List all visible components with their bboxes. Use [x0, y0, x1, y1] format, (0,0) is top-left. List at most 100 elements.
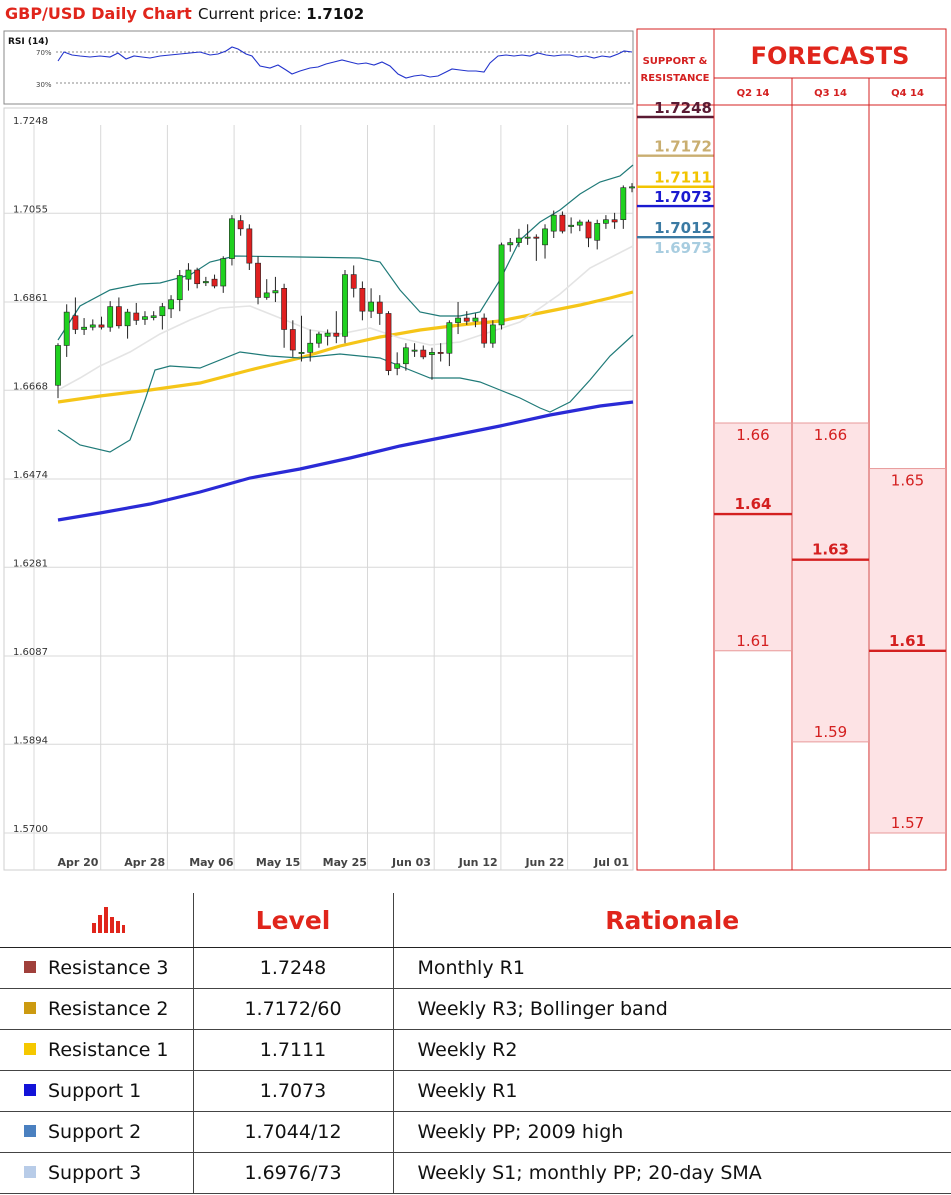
candle-body — [489, 324, 496, 344]
rsi-panel: RSI (14) 70% 30% — [3, 30, 634, 105]
chart-title: GBP/USD Daily Chart — [5, 4, 192, 23]
forecast-range-box — [714, 422, 792, 652]
sma-100-line — [57, 290, 634, 404]
candle-body — [281, 288, 288, 330]
candle-body — [107, 306, 114, 328]
levels-panel-frame — [636, 28, 715, 871]
level-label: 1.7172 — [654, 138, 712, 156]
candle-body — [620, 187, 627, 221]
candle-body — [176, 275, 183, 301]
candle-body — [159, 306, 166, 317]
forecasts-title: FORECASTS — [751, 42, 910, 70]
candle-body — [463, 317, 470, 322]
table-header-row: Level Rationale — [0, 893, 951, 948]
candle-body — [185, 269, 192, 280]
level-value-cell: 1.7111 — [193, 1029, 394, 1071]
candle-body — [629, 186, 635, 189]
forecast-mid-label: 1.64 — [734, 495, 771, 513]
candle-body — [307, 342, 314, 353]
candle-body — [446, 322, 453, 354]
forecast-high-label: 1.66 — [736, 426, 769, 444]
candle-body — [124, 311, 131, 327]
candle-body — [359, 288, 366, 312]
candle-body — [202, 281, 209, 284]
current-price-label: Current price: — [198, 5, 302, 23]
rsi-line — [57, 46, 633, 79]
y-axis-labels: 1.7248 1.7055 1.6861 1.6668 1.6474 1.6281 1.60… — [13, 116, 48, 835]
candle-body — [220, 258, 227, 287]
level-label: 1.7073 — [654, 188, 712, 206]
candle-body — [342, 274, 348, 337]
candle-body — [516, 237, 522, 243]
forecast-low-label: 1.59 — [814, 723, 847, 741]
forecast-col-label: Q4 14 — [891, 88, 924, 99]
level-name: Resistance 3 — [48, 957, 169, 979]
price-grid — [4, 125, 633, 870]
level-name-cell: Support 1 — [0, 1070, 194, 1112]
forecast-columns: Q2 14 1.66 1.64 1.61 Q3 14 1.66 1.63 1.59 Q4 14 1… — [714, 88, 946, 834]
candle-body — [150, 315, 157, 318]
candle-body — [594, 223, 601, 241]
level-rationale-cell: Monthly R1 — [393, 947, 951, 989]
level-name: Resistance 1 — [48, 1039, 169, 1061]
bollinger-upper — [57, 164, 634, 341]
candle-body — [316, 333, 322, 344]
level-color-swatch — [24, 1166, 36, 1178]
candle-body — [576, 221, 583, 226]
candle-body — [89, 324, 96, 328]
y-tick-label: 1.6668 — [13, 381, 48, 392]
bar-chart-icon — [92, 907, 126, 933]
candle-body — [376, 301, 383, 314]
table-row: Support 1 1.7073 Weekly R1 — [0, 1070, 951, 1112]
candle-body — [211, 278, 218, 287]
level-name-cell: Resistance 2 — [0, 988, 194, 1030]
candle-body — [229, 218, 235, 259]
candle-body — [385, 313, 392, 371]
candle-body — [524, 236, 531, 239]
candle-body — [142, 316, 148, 320]
candle-body — [98, 324, 105, 328]
rsi-30-label: 30% — [36, 81, 52, 89]
levels-title-2: RESISTANCE — [641, 73, 710, 84]
candle-body — [115, 306, 122, 327]
candle-body — [333, 332, 340, 337]
rsi-label: RSI (14) — [8, 37, 49, 47]
candle-body — [542, 228, 548, 246]
levels-title-1: SUPPORT & — [643, 56, 708, 67]
candle-body — [263, 292, 270, 298]
candle-body — [603, 219, 609, 224]
level-value-cell: 1.7044/12 — [193, 1111, 394, 1153]
level-rationale-cell: Weekly PP; 2009 high — [393, 1111, 951, 1153]
table-row: Resistance 2 1.7172/60 Weekly R3; Bollinge… — [0, 988, 951, 1030]
level-label: 1.6973 — [654, 239, 712, 257]
forecast-range-box — [792, 422, 869, 743]
sma-20-line — [57, 245, 634, 391]
level-rationale-cell: Weekly R3; Bollinger band — [393, 988, 951, 1030]
level-name-cell: Resistance 1 — [0, 1029, 194, 1071]
candle-body — [246, 228, 253, 264]
x-tick-label: Apr 20 — [58, 856, 99, 869]
y-tick-label: 1.7248 — [13, 116, 48, 127]
y-tick-label: 1.5894 — [13, 735, 48, 746]
candle-body — [429, 352, 435, 355]
table-body: Resistance 3 1.7248 Monthly R1 Resistance 2… — [0, 947, 951, 1194]
forecast-mid-label: 1.61 — [889, 632, 926, 650]
level-color-swatch — [24, 961, 36, 973]
level-rationale-cell: Weekly R1 — [393, 1070, 951, 1112]
candle-body — [533, 236, 540, 239]
level-label: 1.7248 — [654, 99, 712, 117]
levels-table: Level Rationale Resistance 3 1.7248 Monthl… — [0, 893, 951, 1194]
candle-body — [350, 274, 357, 289]
level-color-swatch — [24, 1084, 36, 1096]
candle-body — [168, 299, 174, 310]
level-color-swatch — [24, 1043, 36, 1055]
forecast-high-label: 1.66 — [814, 426, 847, 444]
candle-body — [272, 290, 279, 294]
level-rationale-cell: Weekly S1; monthly PP; 20-day SMA — [393, 1152, 951, 1194]
table-header-icon-cell — [0, 893, 194, 948]
candle-body — [255, 262, 261, 298]
level-name: Resistance 2 — [48, 998, 169, 1020]
level-label: 1.7111 — [654, 169, 712, 187]
forecast-low-label: 1.57 — [891, 814, 924, 832]
